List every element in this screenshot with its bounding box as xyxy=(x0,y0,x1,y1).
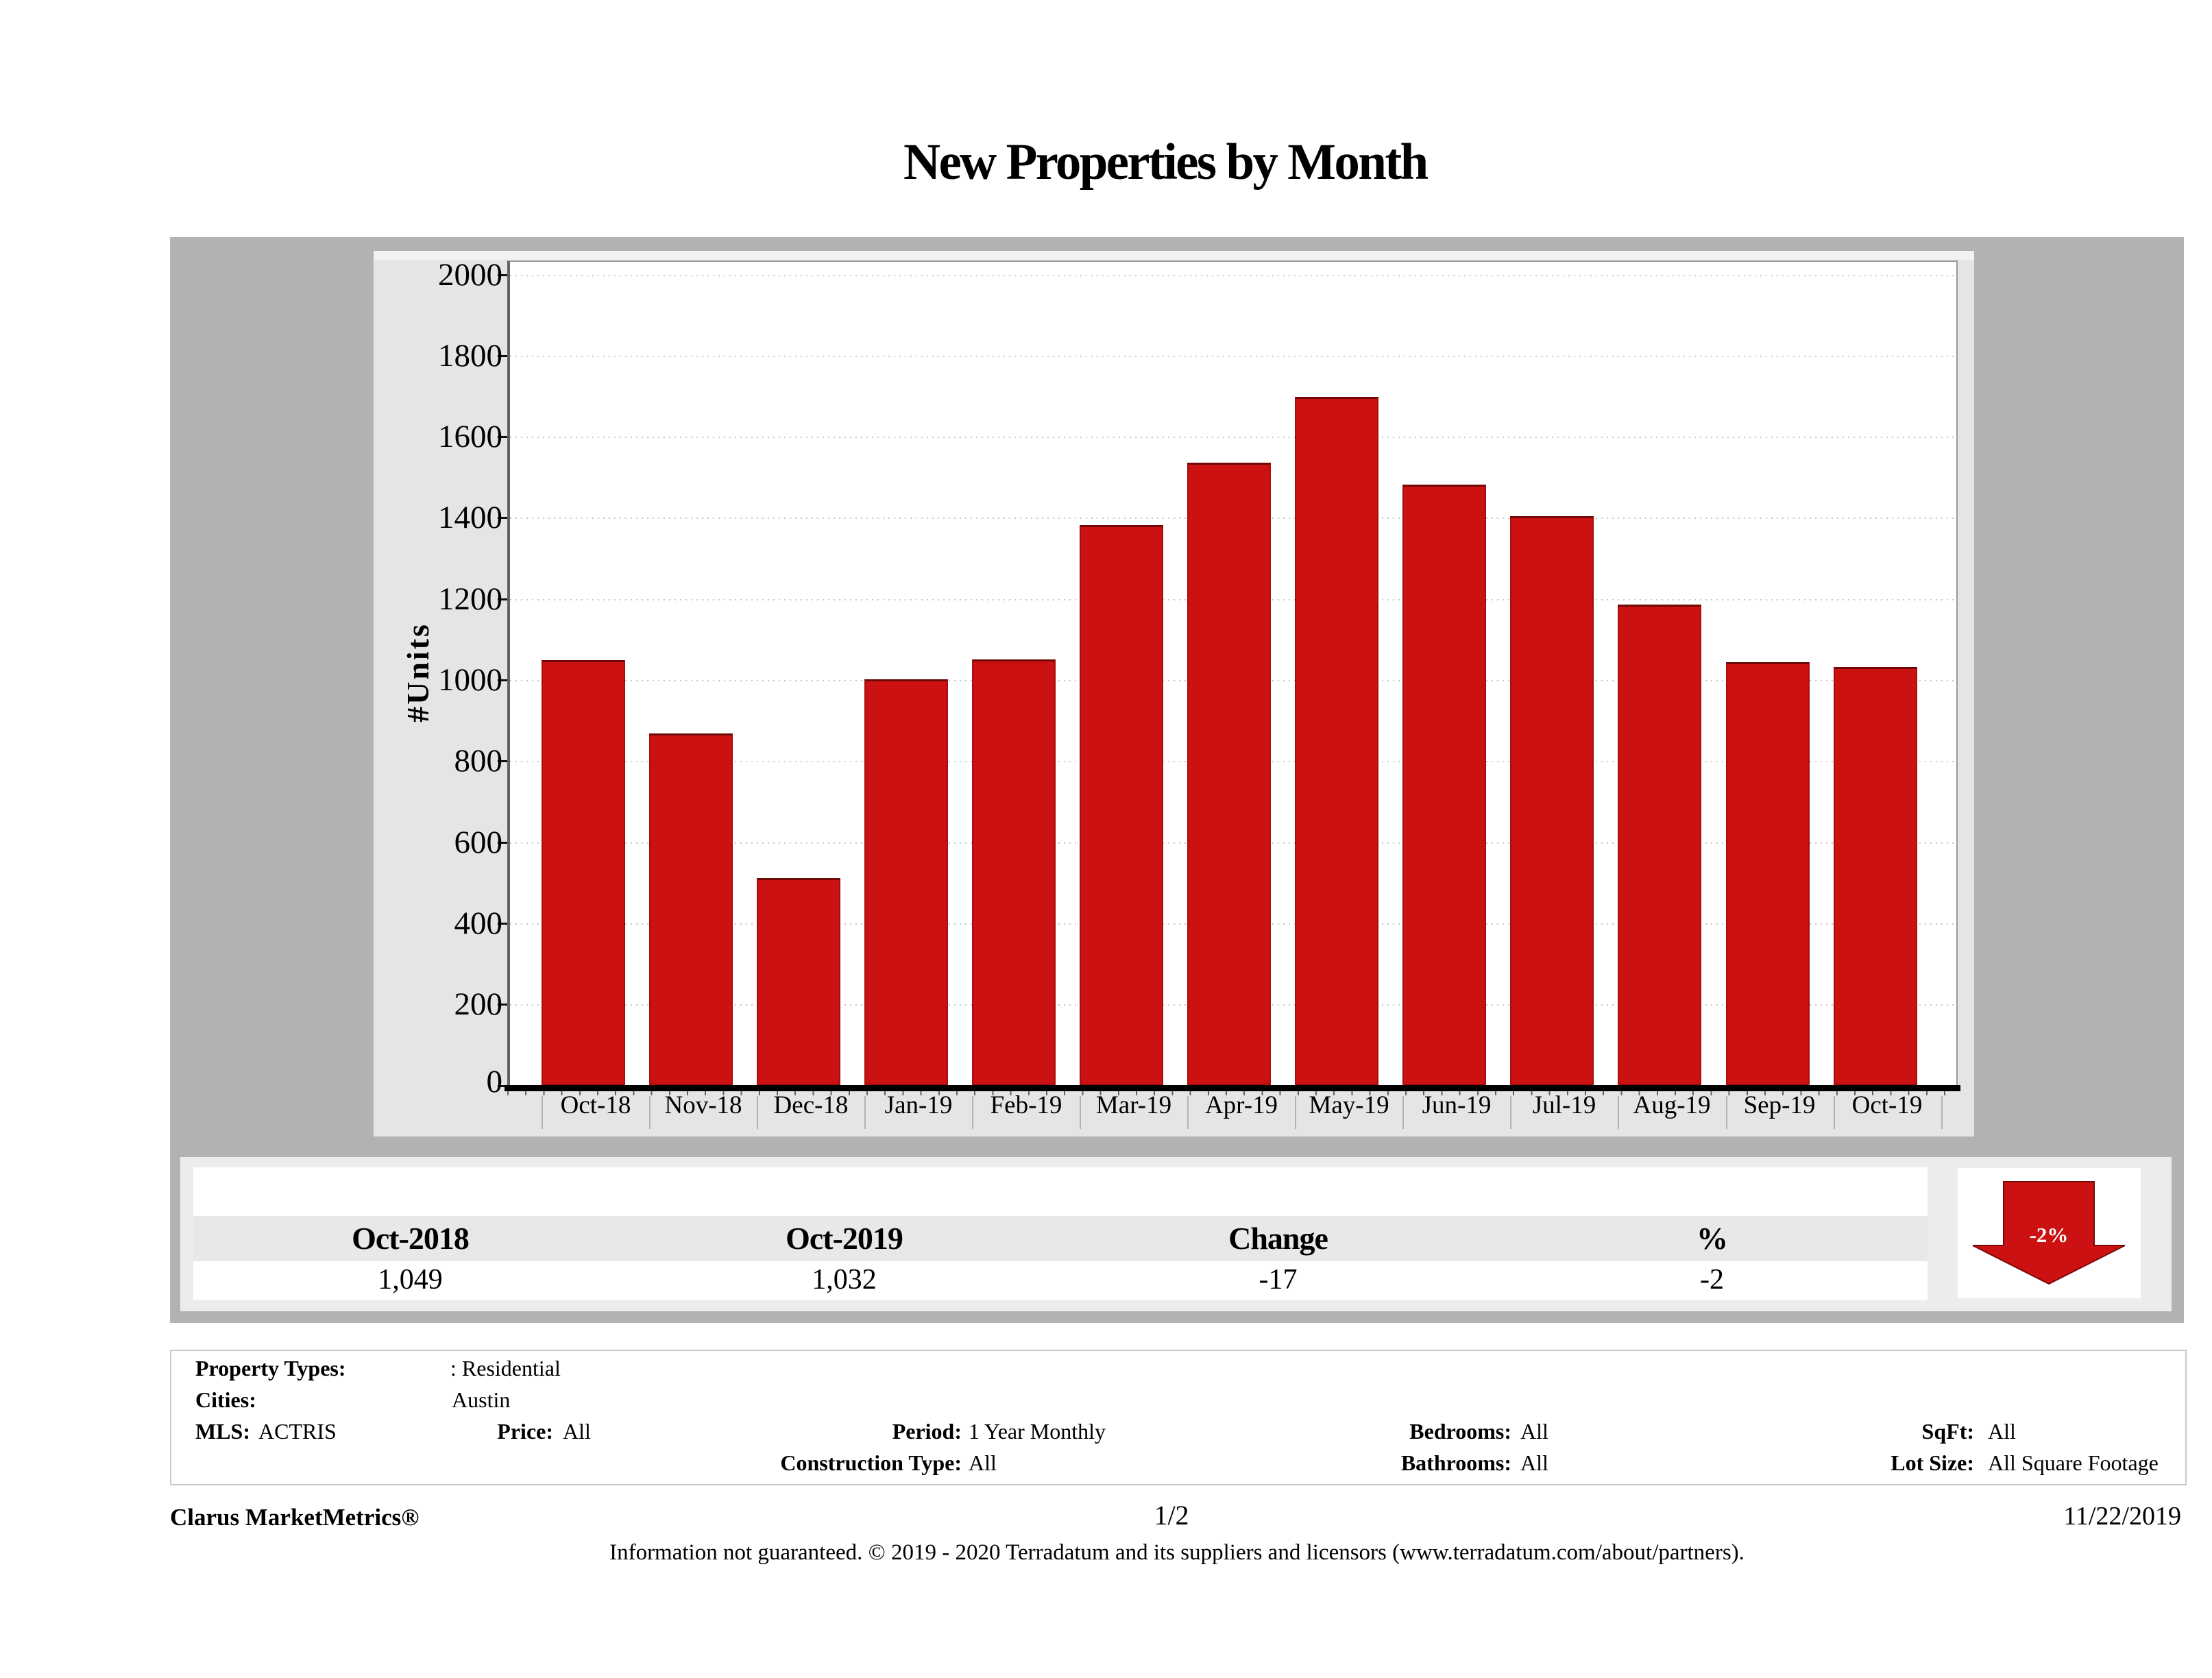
svg-text:-2%: -2% xyxy=(2030,1223,2069,1247)
